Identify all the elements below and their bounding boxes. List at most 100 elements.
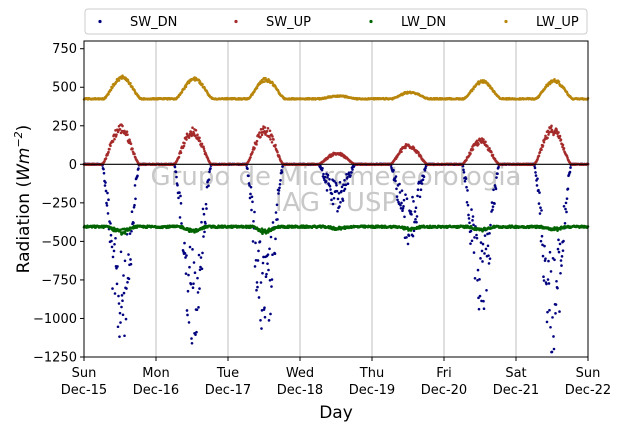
data-point xyxy=(484,140,487,144)
data-point xyxy=(562,205,566,208)
data-point xyxy=(276,218,279,221)
legend-label: SW_DN xyxy=(130,15,177,30)
data-point xyxy=(120,305,123,309)
data-point xyxy=(548,308,551,312)
data-point xyxy=(193,271,197,275)
data-point xyxy=(404,193,407,196)
data-point xyxy=(479,241,483,244)
data-point xyxy=(136,174,139,178)
data-point xyxy=(190,341,194,345)
data-point xyxy=(200,267,204,271)
data-point xyxy=(192,261,196,264)
data-point xyxy=(478,294,482,298)
data-point xyxy=(129,258,132,261)
data-point xyxy=(277,189,281,192)
data-point xyxy=(488,146,491,150)
data-point xyxy=(255,143,258,146)
data-point xyxy=(115,282,119,286)
legend-item: SW_DN xyxy=(98,15,177,30)
data-point xyxy=(412,146,416,150)
data-point xyxy=(278,182,282,186)
data-point xyxy=(131,85,134,89)
data-point xyxy=(560,264,563,267)
watermark: Grupo de Micrometeorologia IAG - USP xyxy=(151,162,522,218)
grid xyxy=(155,41,517,357)
x-tick-date-label: Dec-16 xyxy=(133,383,179,398)
data-point xyxy=(131,147,134,151)
data-point xyxy=(542,275,545,279)
data-point xyxy=(199,256,203,259)
data-point xyxy=(197,253,201,257)
data-point xyxy=(471,215,475,218)
data-point xyxy=(194,134,197,138)
data-point xyxy=(473,277,477,280)
data-point xyxy=(273,252,277,256)
series-sw-up xyxy=(82,123,590,167)
data-point xyxy=(188,245,192,249)
data-point xyxy=(204,202,208,206)
data-point xyxy=(538,150,542,154)
data-point xyxy=(121,299,124,302)
legend-marker xyxy=(98,19,102,24)
data-point xyxy=(263,126,267,129)
data-point xyxy=(134,197,137,201)
data-point xyxy=(260,309,264,312)
data-point xyxy=(201,251,204,255)
data-point xyxy=(102,171,106,175)
data-point xyxy=(495,176,498,179)
data-point xyxy=(346,182,350,185)
data-point xyxy=(482,307,486,311)
data-point xyxy=(536,177,539,180)
legend-box xyxy=(84,8,588,35)
data-point xyxy=(119,228,122,232)
data-point xyxy=(176,183,179,187)
data-point xyxy=(321,166,324,170)
data-point xyxy=(563,221,567,225)
data-point xyxy=(275,203,279,207)
data-point xyxy=(251,240,255,243)
data-point xyxy=(497,166,500,169)
data-point xyxy=(403,215,406,219)
data-point xyxy=(412,200,415,203)
data-point xyxy=(400,201,403,205)
data-point xyxy=(399,206,403,210)
legend-item: SW_UP xyxy=(234,15,311,30)
data-point xyxy=(472,87,475,91)
data-point xyxy=(185,138,188,141)
data-point xyxy=(175,175,178,179)
data-point xyxy=(544,134,547,138)
data-point xyxy=(200,220,203,224)
data-point xyxy=(411,234,415,238)
y-axis: 750 500 250 0 −250 −500 −750 −1000 −1250 xyxy=(33,42,84,366)
x-tick-label: Tue xyxy=(216,366,239,381)
data-point xyxy=(191,126,194,129)
data-point xyxy=(343,187,347,191)
data-point xyxy=(554,312,557,315)
data-point xyxy=(106,212,110,215)
data-point xyxy=(351,168,354,171)
data-point xyxy=(257,296,261,299)
data-point xyxy=(468,221,471,225)
data-point xyxy=(550,350,554,354)
data-point xyxy=(414,218,417,221)
data-point xyxy=(349,174,352,177)
data-point xyxy=(331,202,335,206)
data-point xyxy=(179,202,183,205)
data-point xyxy=(270,140,274,144)
data-point xyxy=(546,136,549,140)
y-tick-label: 500 xyxy=(52,81,77,96)
data-point xyxy=(540,234,544,238)
data-point xyxy=(417,151,420,154)
data-point xyxy=(335,183,338,187)
data-point xyxy=(539,206,542,209)
data-point xyxy=(257,249,260,253)
data-point xyxy=(542,140,546,144)
data-point xyxy=(339,200,342,204)
data-point xyxy=(558,134,562,138)
data-point xyxy=(188,132,192,136)
y-tick-label: −1000 xyxy=(33,312,77,327)
data-point xyxy=(568,170,572,174)
data-point xyxy=(251,150,254,154)
data-point xyxy=(189,130,193,134)
